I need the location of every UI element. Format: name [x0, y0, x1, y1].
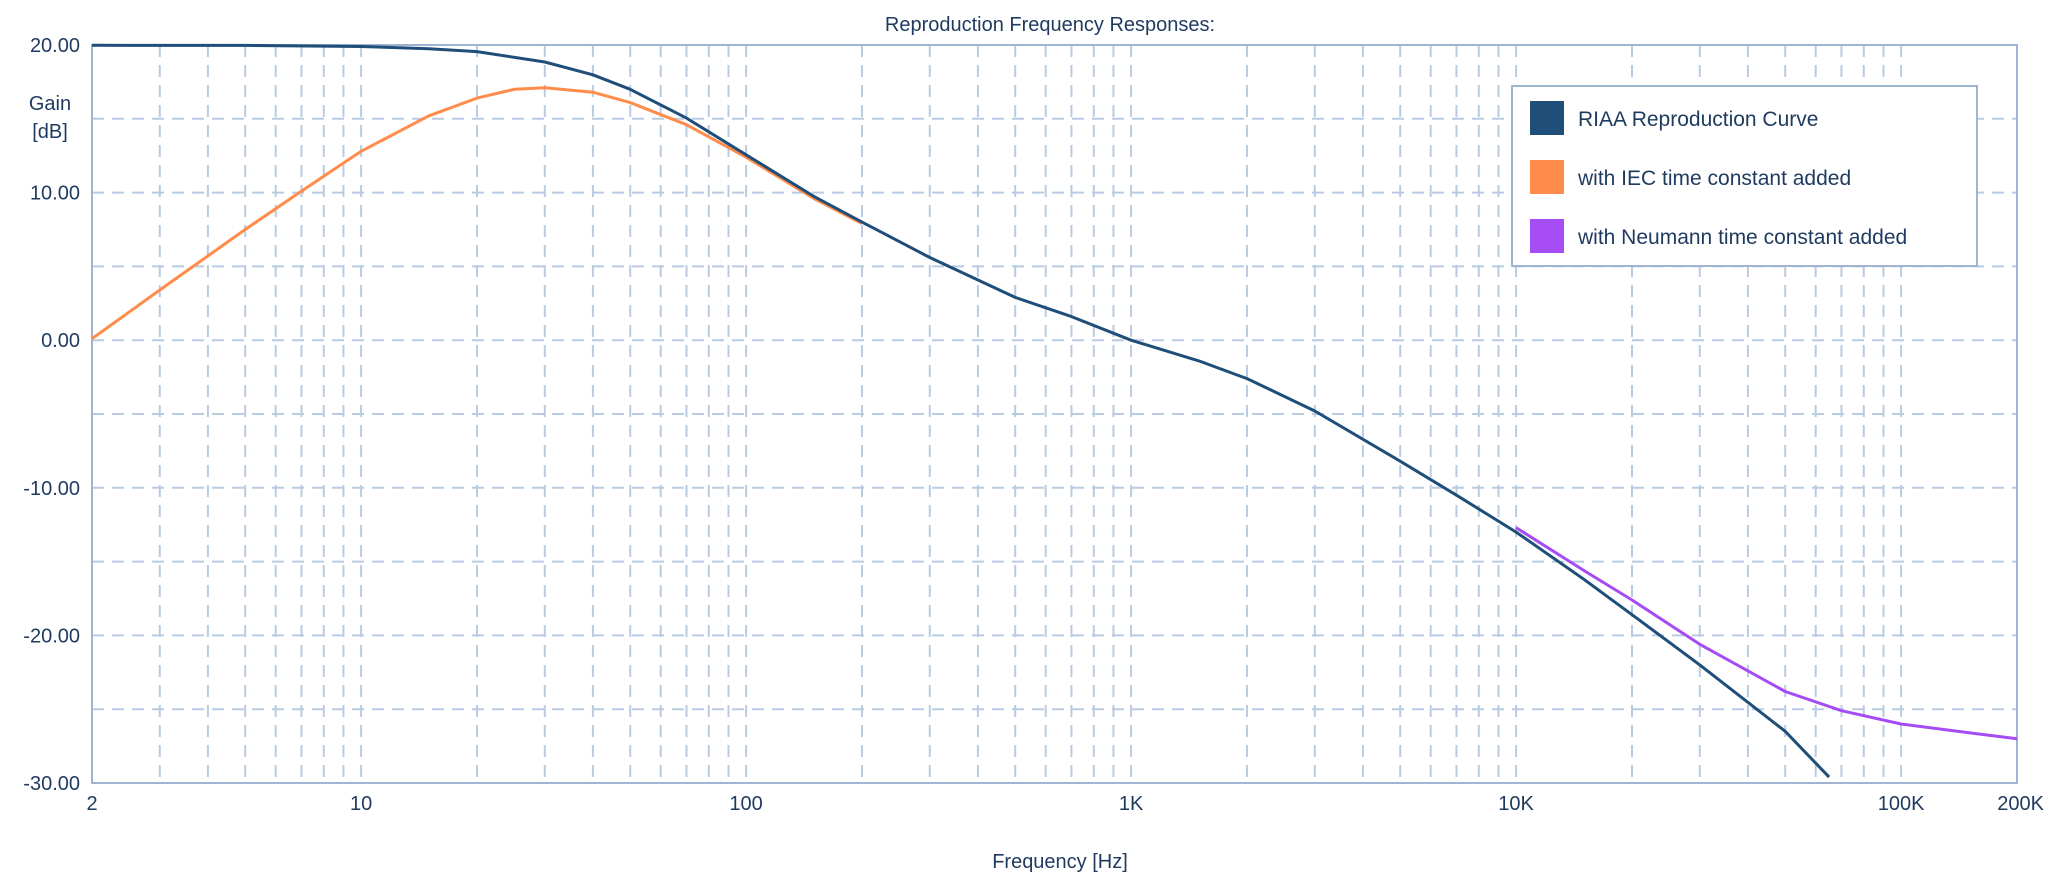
y-tick-label: -10.00	[23, 478, 80, 500]
x-tick-label: 1K	[1119, 793, 1144, 815]
series-line	[91, 86, 863, 340]
legend-label: with Neumann time constant added	[1577, 226, 1907, 249]
tick-labels: 20.00 10.00 0.00 -10.00 -20.00 -30.00 2 10 100 1K…	[23, 35, 2044, 815]
plot-frame	[91, 44, 2018, 784]
y-tick-label: 0.00	[41, 330, 80, 352]
y-axis-label-gain: Gain	[29, 93, 71, 115]
y-tick-label: -30.00	[23, 773, 80, 795]
x-tick-label: 100	[729, 793, 762, 815]
series-line	[1515, 526, 2018, 741]
legend-label: RIAA Reproduction Curve	[1578, 108, 1818, 131]
legend-swatch	[1530, 160, 1564, 194]
y-tick-label: -20.00	[23, 625, 80, 647]
legend-items: RIAA Reproduction Curve with IEC time con…	[1530, 101, 1907, 253]
series-line	[91, 43, 1831, 779]
series-lines	[91, 43, 2018, 779]
x-tick-label: 10K	[1498, 793, 1534, 815]
legend: RIAA Reproduction Curve with IEC time con…	[1511, 85, 1978, 267]
legend-swatch	[1530, 219, 1564, 253]
x-tick-label: 100K	[1878, 793, 1925, 815]
x-axis-label: Frequency [Hz]	[992, 851, 1128, 873]
y-tick-label: 10.00	[30, 183, 80, 205]
x-tick-label: 10	[350, 793, 372, 815]
x-tick-label: 2	[86, 793, 97, 815]
legend-swatch	[1530, 101, 1564, 135]
legend-box	[1511, 85, 1978, 267]
y-tick-label: 20.00	[30, 35, 80, 57]
chart-title: Reproduction Frequency Responses:	[885, 14, 1215, 36]
x-tick-label: 200K	[1997, 793, 2044, 815]
y-axis-label-unit: [dB]	[32, 121, 68, 143]
legend-label: with IEC time constant added	[1577, 167, 1851, 190]
